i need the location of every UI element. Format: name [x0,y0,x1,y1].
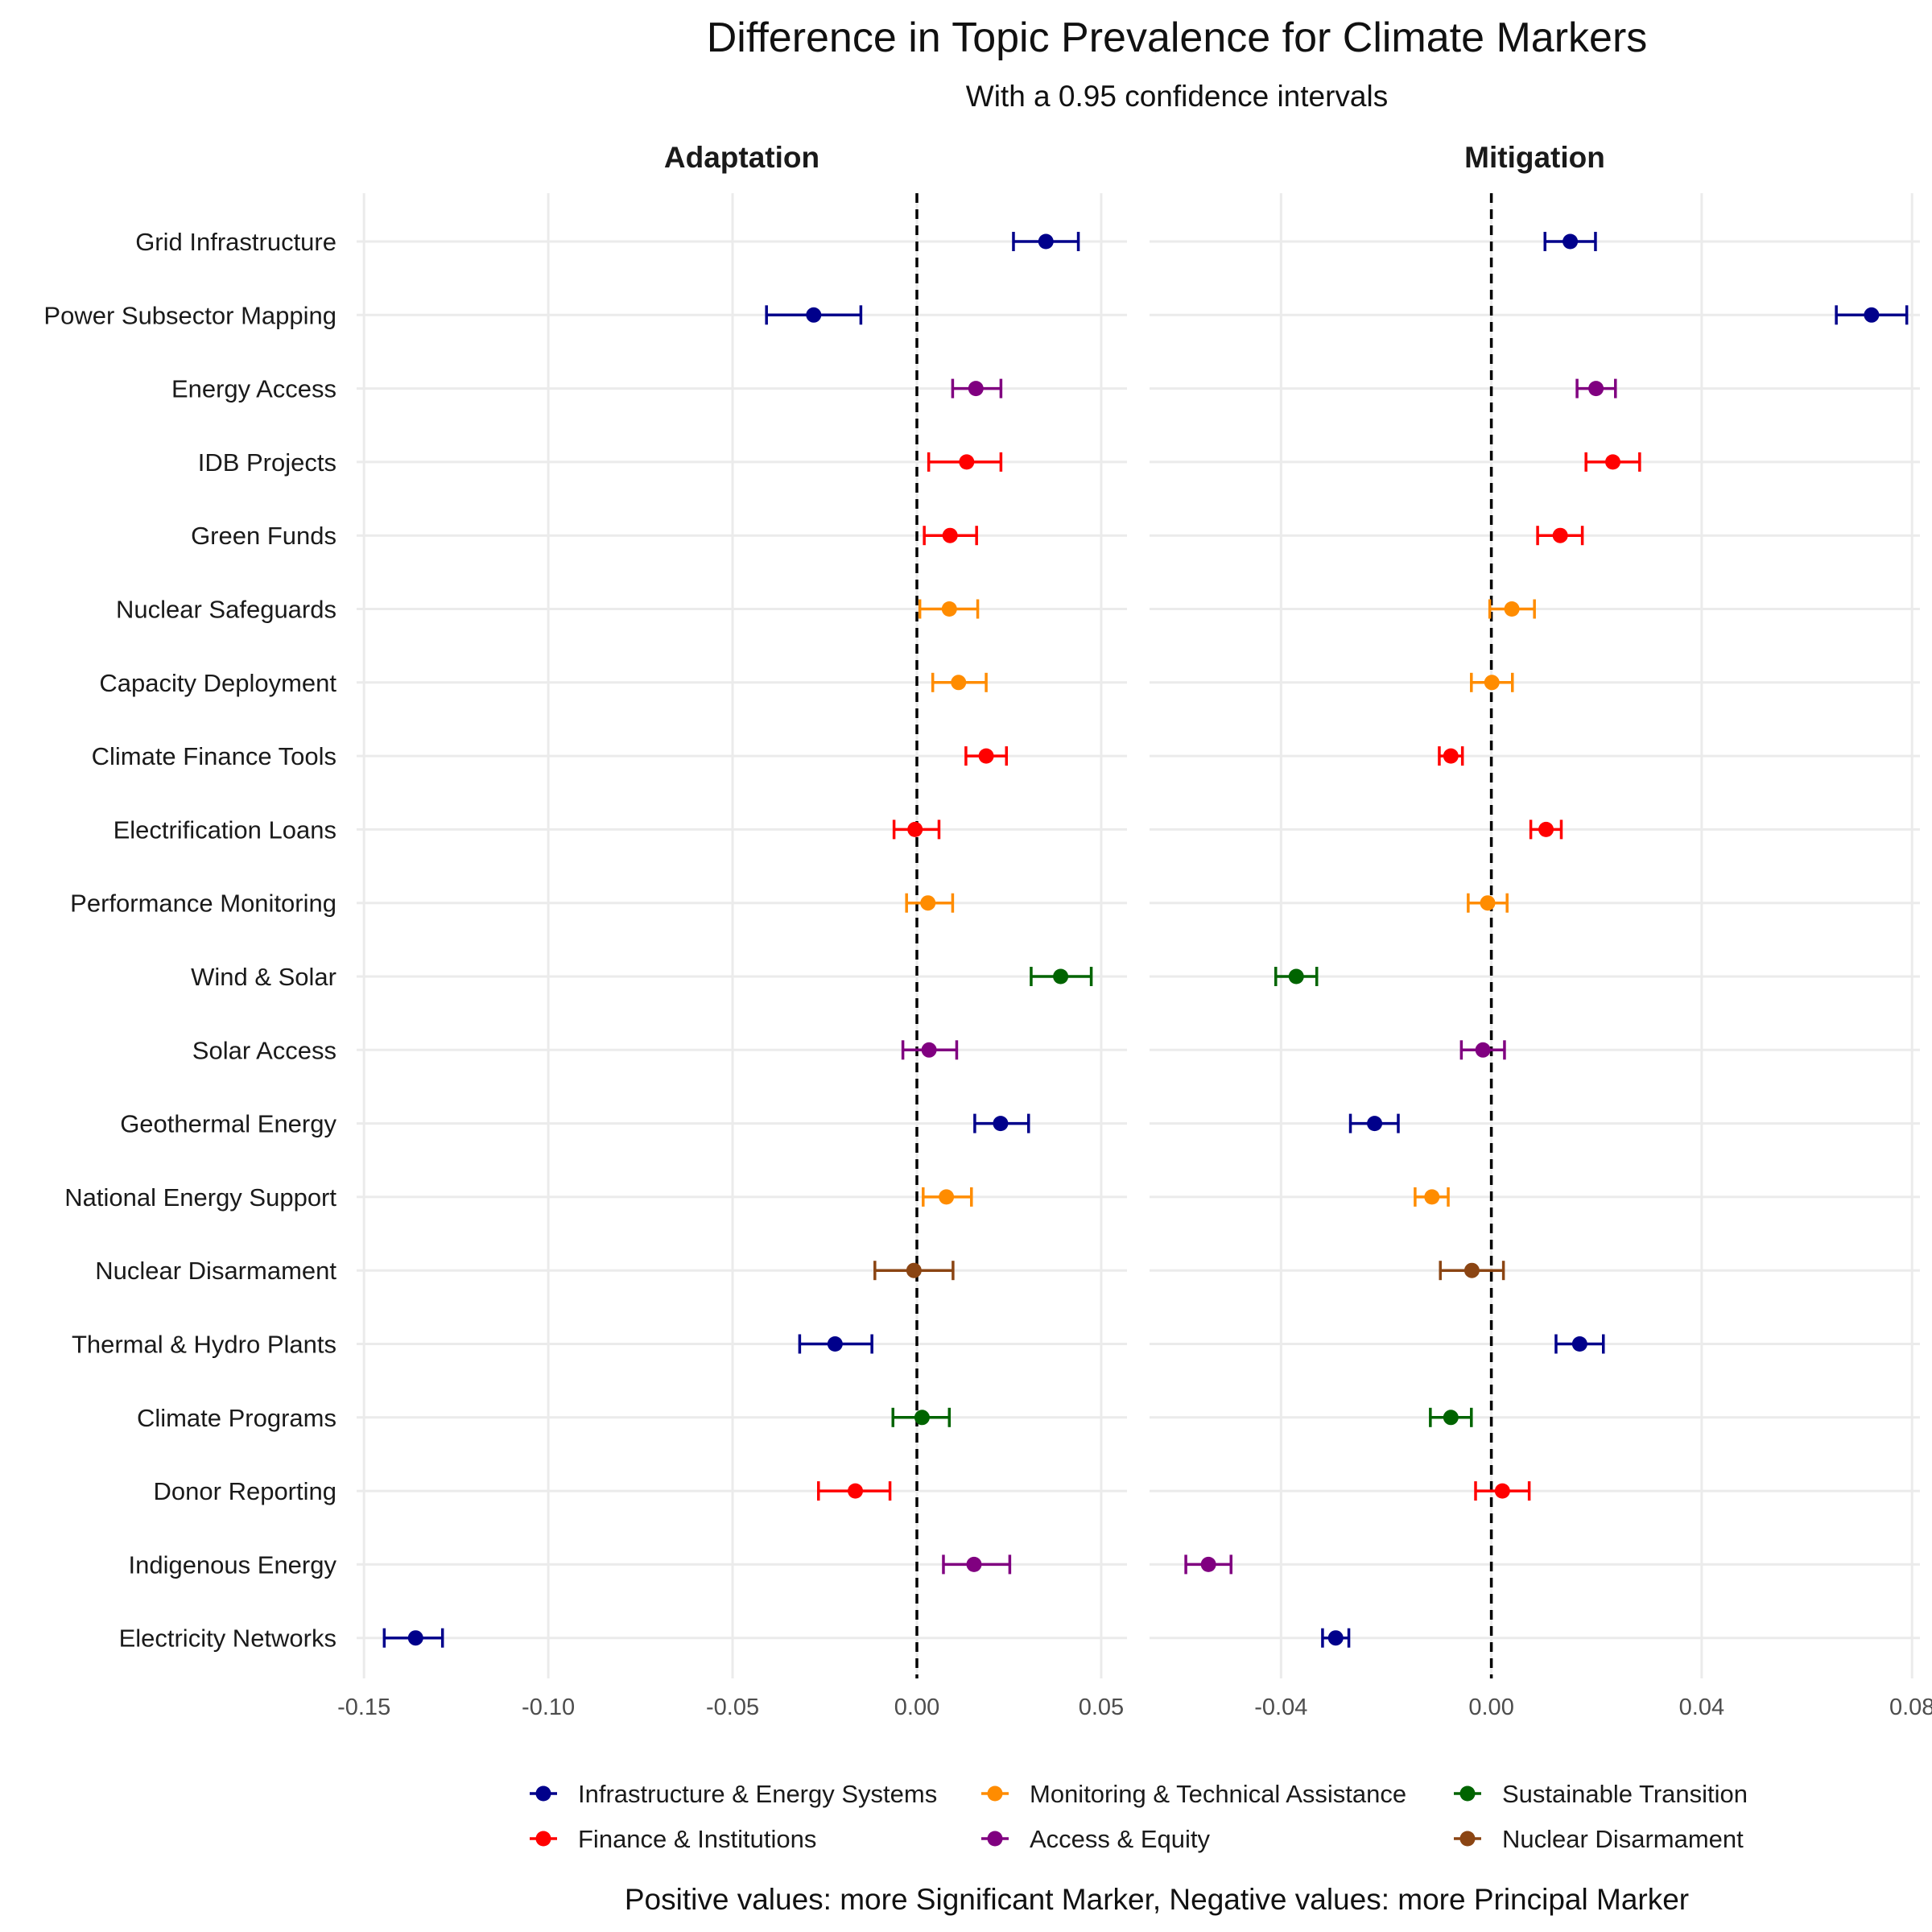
topic-label: Solar Access [192,1036,336,1064]
topic-label: Climate Programs [137,1404,336,1432]
point-estimate [1053,968,1069,985]
facet-strip-label: Mitigation [1464,141,1605,174]
legend-label: Nuclear Disarmament [1502,1825,1744,1853]
topic-label: Electricity Networks [119,1624,336,1653]
point-estimate [978,748,994,764]
point-estimate [1563,233,1579,250]
point-estimate [848,1483,864,1499]
facet-strip-label: Adaptation [664,141,819,174]
legend-item: Finance & Institutions [530,1825,816,1853]
x-tick-label: 0.08 [1889,1695,1932,1720]
topic-label: Grid Infrastructure [135,228,336,256]
facet-panels: Adaptation -0.15 -0.10 -0.05 0.00 0.05 Mitigat… [337,141,1932,1720]
point-estimate [968,381,984,397]
point-estimate [806,307,822,323]
topic-label: National Energy Support [64,1183,336,1212]
topic-label: Green Funds [191,522,336,550]
point-estimate [1552,527,1568,543]
legend-swatch [987,1785,1003,1802]
legend-swatch [1459,1831,1476,1847]
topic-label: Nuclear Disarmament [95,1257,336,1285]
point-estimate [921,1042,937,1058]
point-estimate [1475,1042,1491,1058]
point-estimate [1443,1410,1459,1426]
topic-labels: Grid Infrastructure Power Subsector Mappi… [43,228,336,1653]
point-estimate [1484,675,1500,691]
point-estimate [1538,821,1554,837]
point-estimate [951,675,967,691]
topic-label: IDB Projects [198,448,336,477]
topic-label: Nuclear Safeguards [116,596,336,624]
legend-swatch [535,1831,551,1847]
point-estimate [993,1116,1009,1132]
point-estimate [966,1556,982,1572]
topic-label: Capacity Deployment [99,669,336,697]
point-estimate [939,1189,955,1205]
legend-label: Sustainable Transition [1502,1780,1748,1808]
x-tick-label: -0.04 [1254,1695,1307,1720]
point-estimate [1504,601,1520,617]
point-estimate [1367,1116,1383,1132]
legend-label: Infrastructure & Energy Systems [578,1780,937,1808]
legend-label: Monitoring & Technical Assistance [1030,1780,1406,1808]
topic-label: Wind & Solar [191,963,336,991]
legend-label: Finance & Institutions [578,1825,816,1853]
legend-item: Sustainable Transition [1454,1780,1748,1808]
point-estimate [407,1630,423,1646]
chart-title: Difference in Topic Prevalence for Clima… [707,14,1648,61]
x-tick-label: -0.10 [522,1695,575,1720]
point-estimate [1327,1630,1344,1646]
x-tick-label: 0.00 [1468,1695,1513,1720]
chart-subtitle: With a 0.95 confidence intervals [966,80,1388,113]
point-estimate [942,527,958,543]
point-estimate [920,895,936,911]
point-estimate [1571,1336,1587,1352]
point-estimate [1864,307,1880,323]
x-tick-label: 0.00 [894,1695,939,1720]
x-tick-label: -0.15 [337,1695,390,1720]
point-estimate [1605,454,1621,470]
topic-label: Geothermal Energy [120,1110,336,1138]
point-estimate [907,821,923,837]
topic-label: Thermal & Hydro Plants [72,1331,336,1359]
x-tick-label: 0.05 [1079,1695,1124,1720]
legend-swatch [987,1831,1003,1847]
topic-label: Energy Access [171,375,336,403]
topic-label: Power Subsector Mapping [43,301,336,329]
topic-label: Electrification Loans [114,815,336,844]
topic-label: Indigenous Energy [128,1550,336,1579]
x-tick-label: 0.04 [1679,1695,1724,1720]
facet-mitigation: Mitigation -0.04 0.00 0.04 0.08 [1150,141,1932,1720]
legend: Infrastructure & Energy Systems Monitorin… [530,1780,1748,1853]
point-estimate [1288,968,1304,985]
legend-item: Access & Equity [981,1825,1210,1853]
topic-label: Donor Reporting [154,1477,336,1505]
point-estimate [906,1262,922,1278]
x-tick-label: -0.05 [706,1695,759,1720]
point-estimate [827,1336,843,1352]
legend-swatch [1459,1785,1476,1802]
topic-label: Performance Monitoring [70,890,336,918]
point-estimate [1038,233,1054,250]
legend-label: Access & Equity [1030,1825,1210,1853]
legend-item: Nuclear Disarmament [1454,1825,1744,1853]
point-estimate [1463,1262,1480,1278]
legend-swatch [535,1785,551,1802]
topic-label: Climate Finance Tools [92,742,336,770]
point-estimate [1494,1483,1510,1499]
point-estimate [1588,381,1604,397]
facet-adaptation: Adaptation -0.15 -0.10 -0.05 0.00 0.05 [337,141,1127,1720]
legend-item: Infrastructure & Energy Systems [530,1780,937,1808]
point-estimate [941,601,957,617]
point-estimate [1424,1189,1440,1205]
point-estimate [914,1410,930,1426]
point-estimate [1443,748,1459,764]
point-estimate [1200,1556,1216,1572]
chart-caption: Positive values: more Significant Marker… [625,1883,1689,1916]
point-estimate [1480,895,1496,911]
legend-item: Monitoring & Technical Assistance [981,1780,1406,1808]
point-estimate [959,454,975,470]
